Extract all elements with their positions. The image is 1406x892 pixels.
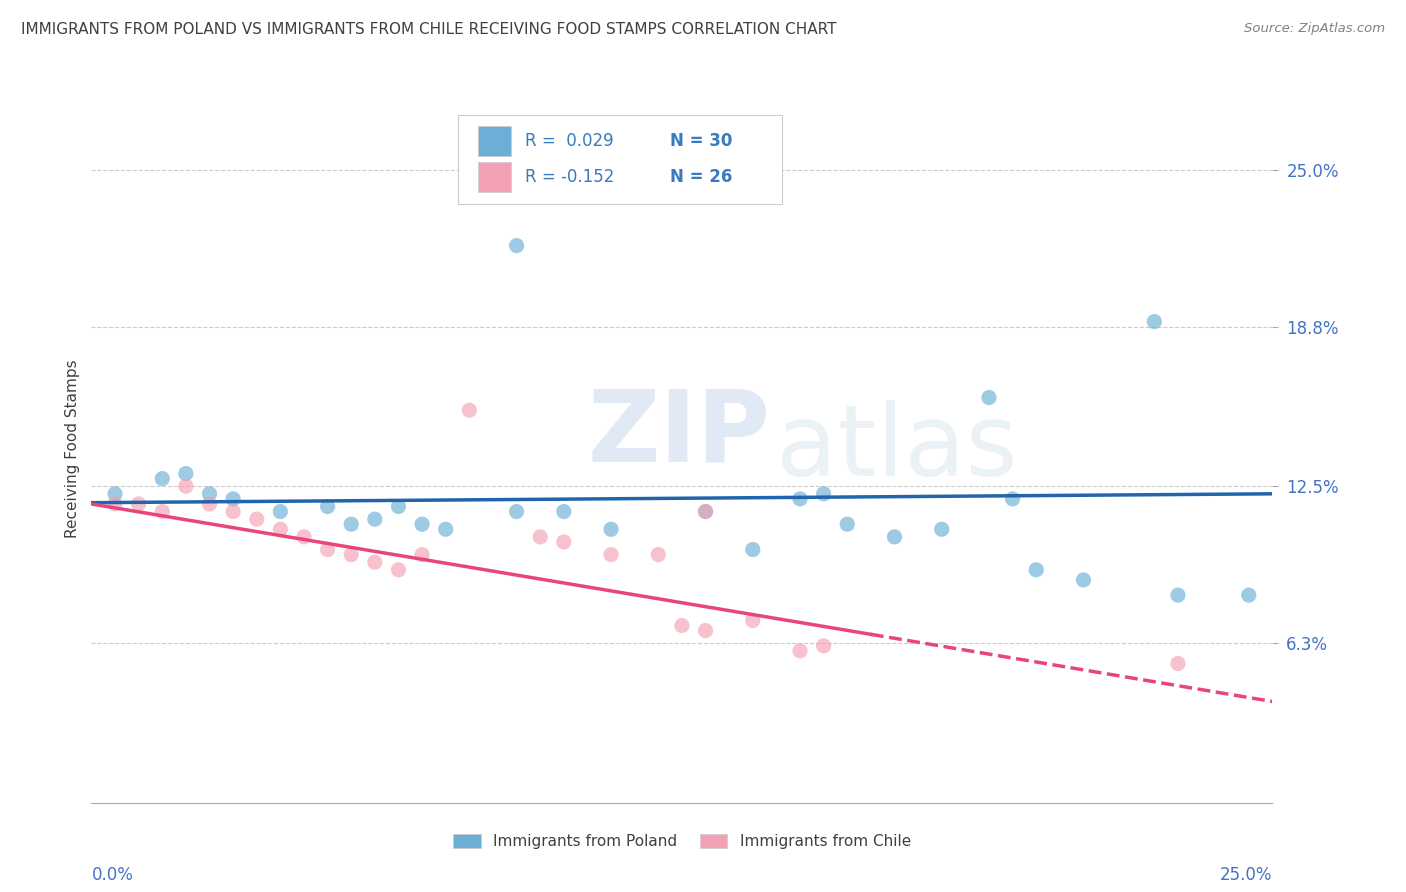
Point [411,548,433,562]
Point [1143,315,1166,329]
Text: N = 26: N = 26 [671,169,733,186]
Point [222,504,245,518]
Point [695,624,717,638]
Point [174,467,197,481]
Point [458,403,481,417]
Legend: Immigrants from Poland, Immigrants from Chile: Immigrants from Poland, Immigrants from … [447,828,917,855]
Point [789,491,811,506]
Point [695,504,717,518]
Point [1073,573,1095,587]
Point [931,522,953,536]
Point [741,542,763,557]
Point [600,522,623,536]
Point [316,500,339,514]
Point [434,522,457,536]
Point [529,530,551,544]
Point [553,504,575,518]
Point [340,548,363,562]
Point [340,517,363,532]
Point [292,530,315,544]
Text: N = 30: N = 30 [671,132,733,151]
Text: 25.0%: 25.0% [1220,866,1272,884]
Point [1167,657,1189,671]
Point [128,497,150,511]
Text: R = -0.152: R = -0.152 [524,169,614,186]
Point [505,504,527,518]
Point [883,530,905,544]
Point [1001,491,1024,506]
Point [246,512,269,526]
Bar [478,127,510,156]
Point [789,644,811,658]
Point [364,555,387,569]
Point [977,391,1000,405]
Point [600,548,623,562]
Point [222,491,245,506]
Point [387,500,409,514]
Point [647,548,669,562]
Point [837,517,859,532]
Y-axis label: Receiving Food Stamps: Receiving Food Stamps [65,359,80,538]
Point [364,512,387,526]
Point [269,522,291,536]
Point [813,639,835,653]
Text: atlas: atlas [776,400,1018,497]
Point [198,497,221,511]
Point [1237,588,1260,602]
Point [150,472,173,486]
FancyBboxPatch shape [457,115,782,203]
Point [411,517,433,532]
Point [387,563,409,577]
Point [1167,588,1189,602]
Point [269,504,291,518]
Point [104,497,127,511]
Text: Source: ZipAtlas.com: Source: ZipAtlas.com [1244,22,1385,36]
Bar [478,162,510,192]
Text: IMMIGRANTS FROM POLAND VS IMMIGRANTS FROM CHILE RECEIVING FOOD STAMPS CORRELATIO: IMMIGRANTS FROM POLAND VS IMMIGRANTS FRO… [21,22,837,37]
Point [150,504,173,518]
Point [741,614,763,628]
Point [1025,563,1047,577]
Text: ZIP: ZIP [588,385,770,483]
Point [695,504,717,518]
Point [198,487,221,501]
Text: R =  0.029: R = 0.029 [524,132,613,151]
Text: 0.0%: 0.0% [91,866,134,884]
Point [104,487,127,501]
Point [505,238,527,252]
Point [671,618,693,632]
Point [174,479,197,493]
Point [553,535,575,549]
Point [813,487,835,501]
Point [316,542,339,557]
